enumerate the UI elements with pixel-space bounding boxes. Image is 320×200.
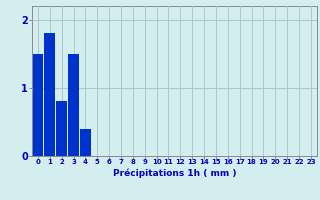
Bar bbox=[44, 33, 55, 156]
Bar bbox=[80, 129, 91, 156]
Bar bbox=[68, 54, 79, 156]
Bar bbox=[56, 101, 67, 156]
Bar bbox=[80, 129, 91, 156]
Bar bbox=[33, 54, 43, 156]
Bar bbox=[56, 101, 67, 156]
X-axis label: Précipitations 1h ( mm ): Précipitations 1h ( mm ) bbox=[113, 168, 236, 178]
Bar bbox=[44, 33, 55, 156]
Bar bbox=[68, 54, 79, 156]
Bar bbox=[33, 54, 43, 156]
